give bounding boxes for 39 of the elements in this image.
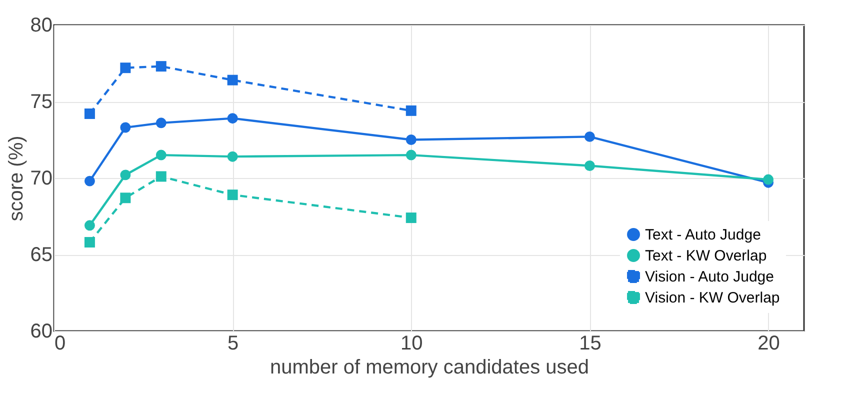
point — [227, 151, 238, 162]
y-tick-label: 65 — [30, 244, 52, 266]
point — [584, 160, 595, 171]
legend-label: Vision - Auto Judge — [645, 268, 774, 286]
y-tick-label: 70 — [30, 168, 52, 190]
point — [156, 171, 166, 182]
point — [84, 108, 95, 119]
point — [84, 237, 95, 248]
y-tick-label: 60 — [30, 320, 52, 342]
point — [156, 118, 166, 128]
point — [120, 62, 131, 74]
point — [406, 150, 416, 160]
point — [227, 74, 238, 86]
point — [120, 122, 131, 133]
point — [84, 220, 95, 231]
point — [156, 61, 166, 72]
point — [584, 131, 595, 142]
point — [120, 170, 131, 180]
legend-label: Vision - KW Overlap — [645, 290, 780, 306]
x-tick-label: 0 — [54, 332, 66, 354]
point — [227, 190, 238, 200]
x-tick-label: 10 — [400, 332, 423, 354]
point — [156, 150, 166, 160]
x-tick-label: 5 — [228, 332, 239, 354]
point — [84, 176, 95, 186]
point — [406, 134, 416, 145]
point — [227, 113, 238, 124]
x-tick-label: 20 — [758, 332, 780, 354]
point — [763, 174, 774, 185]
point — [406, 212, 416, 224]
legend-label: Text - KW Overlap — [645, 248, 767, 264]
y-tick-label: 80 — [30, 14, 52, 36]
point — [120, 192, 131, 204]
x-tick-label: 15 — [579, 332, 602, 354]
legend-label: Text - Auto Judge — [645, 226, 761, 244]
y-tick-label: 75 — [30, 91, 52, 113]
point — [406, 105, 416, 116]
x-axis-title: number of memory candidates used — [270, 356, 590, 378]
y-axis-title: score (%) — [5, 136, 28, 222]
